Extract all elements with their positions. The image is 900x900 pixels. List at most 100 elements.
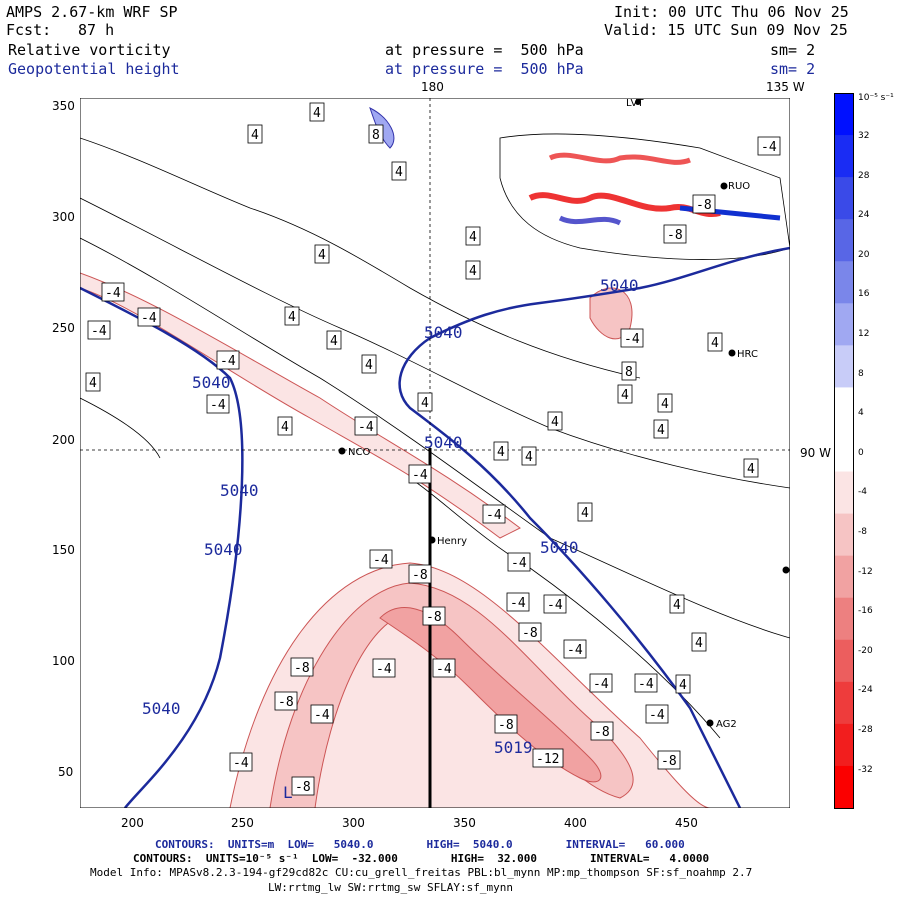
field1-level: at pressure = 500 hPa	[385, 41, 584, 59]
vorticity-label-box	[590, 721, 614, 741]
vorticity-contour-label: -4	[141, 311, 157, 326]
vorticity-contour-label: -8	[278, 695, 294, 710]
vorticity-label-box	[675, 674, 691, 694]
vorticity-contour-label: -4	[638, 677, 654, 692]
vorticity-contour-label: 4	[747, 462, 755, 477]
model-title: AMPS 2.67-km WRF SP	[6, 3, 178, 21]
colorbar-segment	[834, 723, 854, 767]
vorticity-label-box	[361, 354, 377, 374]
map-plot: NCO Henry HRC AG2 RUO LVT 5040 5040 5040…	[80, 98, 790, 808]
vorticity-contour-label: -8	[594, 725, 610, 740]
vorticity-contour-label: -4	[220, 354, 236, 369]
vorticity-label-box	[290, 657, 314, 677]
station-dot-ruo	[720, 182, 728, 190]
colorbar-segment	[834, 345, 854, 388]
colorbar-segment	[834, 135, 854, 178]
vorticity-contour-label: 4	[395, 165, 403, 180]
vorticity-label-box	[369, 549, 393, 569]
vorticity-contour-label: -8	[294, 661, 310, 676]
vorticity-contour-label: -8	[426, 610, 442, 625]
vorticity-label-box	[284, 306, 300, 326]
vorticity-contour-label: -8	[661, 754, 677, 769]
x-tick: 200	[121, 816, 144, 830]
y-tick: 200	[52, 433, 75, 447]
x-tick: 450	[675, 816, 698, 830]
vorticity-label-box	[354, 416, 378, 436]
vorticity-contour-label: 4	[661, 397, 669, 412]
station-label-nco: NCO	[348, 447, 370, 458]
y-tick: 50	[58, 765, 74, 779]
vorticity-label-box	[707, 332, 723, 352]
vorticity-label-box	[507, 552, 531, 572]
vorticity-label-box	[482, 504, 506, 524]
footer-height-contours: CONTOURS: UNITS=m LOW= 5040.0 HIGH= 5040…	[155, 838, 685, 851]
height-label: 5040	[540, 538, 579, 557]
station-label-henry: Henry	[437, 536, 467, 547]
vorticity-label-box	[408, 564, 432, 584]
colorbar-level-label: -24	[858, 685, 873, 696]
vorticity-label-box	[563, 639, 587, 659]
height-label: 5040	[424, 433, 463, 452]
height-label: 5040	[204, 540, 243, 559]
vorticity-contour-label: -4	[358, 420, 374, 435]
vorticity-label-box	[617, 384, 633, 404]
vorticity-contour-label: 4	[469, 230, 477, 245]
vorticity-contour-label: 4	[581, 506, 589, 521]
vorticity-label-box	[645, 704, 669, 724]
vorticity-contour-label: 4	[711, 336, 719, 351]
vorticity-contour-label: -4	[412, 468, 428, 483]
vorticity-label-box	[657, 393, 673, 413]
vorticity-label-box	[216, 350, 240, 370]
colorbar-level-label: -28	[858, 725, 873, 735]
footer-vorticity-contours: CONTOURS: UNITS=10⁻⁵ s⁻¹ LOW= -32.000 HI…	[133, 852, 710, 865]
colorbar-segment	[834, 555, 854, 599]
height-label: 5040	[220, 481, 259, 500]
vorticity-label-box	[547, 411, 563, 431]
field2-level: at pressure = 500 hPa	[385, 60, 584, 78]
colorbar-segment	[834, 219, 854, 262]
footer-physics-info: LW:rrtmg_lw SW:rrtmg_sw SFLAY:sf_mynn	[268, 881, 514, 894]
vorticity-label-box	[589, 673, 613, 693]
colorbar-segment	[834, 261, 854, 304]
vorticity-contour-label: 4	[657, 423, 665, 438]
colorbar-segment	[834, 303, 854, 346]
vorticity-label-box	[101, 282, 125, 302]
vorticity-contour-label: -4	[376, 662, 392, 677]
field2-name: Geopotential height	[8, 60, 180, 78]
vorticity-label-box	[493, 441, 509, 461]
vorticity-label-box	[137, 307, 161, 327]
colorbar-segment	[834, 93, 854, 136]
vorticity-label-box	[274, 691, 298, 711]
vorticity-contour-label: 4	[288, 310, 296, 325]
vorticity-label-box	[291, 776, 315, 796]
vorticity-label-box	[432, 658, 456, 678]
station-dot-hrc	[728, 349, 736, 357]
vorticity-label-box	[372, 658, 396, 678]
colorbar-level-label: -20	[858, 645, 873, 656]
vorticity-label-box	[518, 622, 542, 642]
vorticity-contour-label: -4	[593, 677, 609, 692]
vorticity-label-box	[309, 102, 325, 122]
field2-sm: sm= 2	[770, 60, 816, 78]
colorbar-level-label: 8	[858, 368, 864, 379]
neg-vort-arc-inner	[379, 607, 602, 783]
forecast-value: 87 h	[78, 21, 115, 39]
station-dot-henry	[428, 536, 436, 544]
height-label: 5040	[142, 699, 181, 718]
field1-sm: sm= 2	[770, 41, 816, 59]
vorticity-contour-label: -4	[436, 662, 452, 677]
vorticity-contour-label: -4	[486, 508, 502, 523]
vorticity-label-box	[465, 226, 481, 246]
vorticity-contour-label: 4	[673, 598, 681, 613]
colorbar-unit: 10⁻⁵ s⁻¹	[858, 93, 894, 103]
vorticity-label-box	[417, 392, 433, 412]
vorticity-label-box	[634, 673, 658, 693]
vorticity-label-box	[657, 750, 681, 770]
colorbar-segment	[834, 471, 854, 515]
vorticity-label-box	[521, 446, 537, 466]
vorticity-label-box	[577, 502, 593, 522]
colorbar-level-label: -12	[858, 566, 873, 577]
vorticity-contour-label: 4	[89, 376, 97, 391]
height-label: 5040	[600, 276, 639, 295]
colorbar-level-label: 0	[858, 447, 864, 458]
